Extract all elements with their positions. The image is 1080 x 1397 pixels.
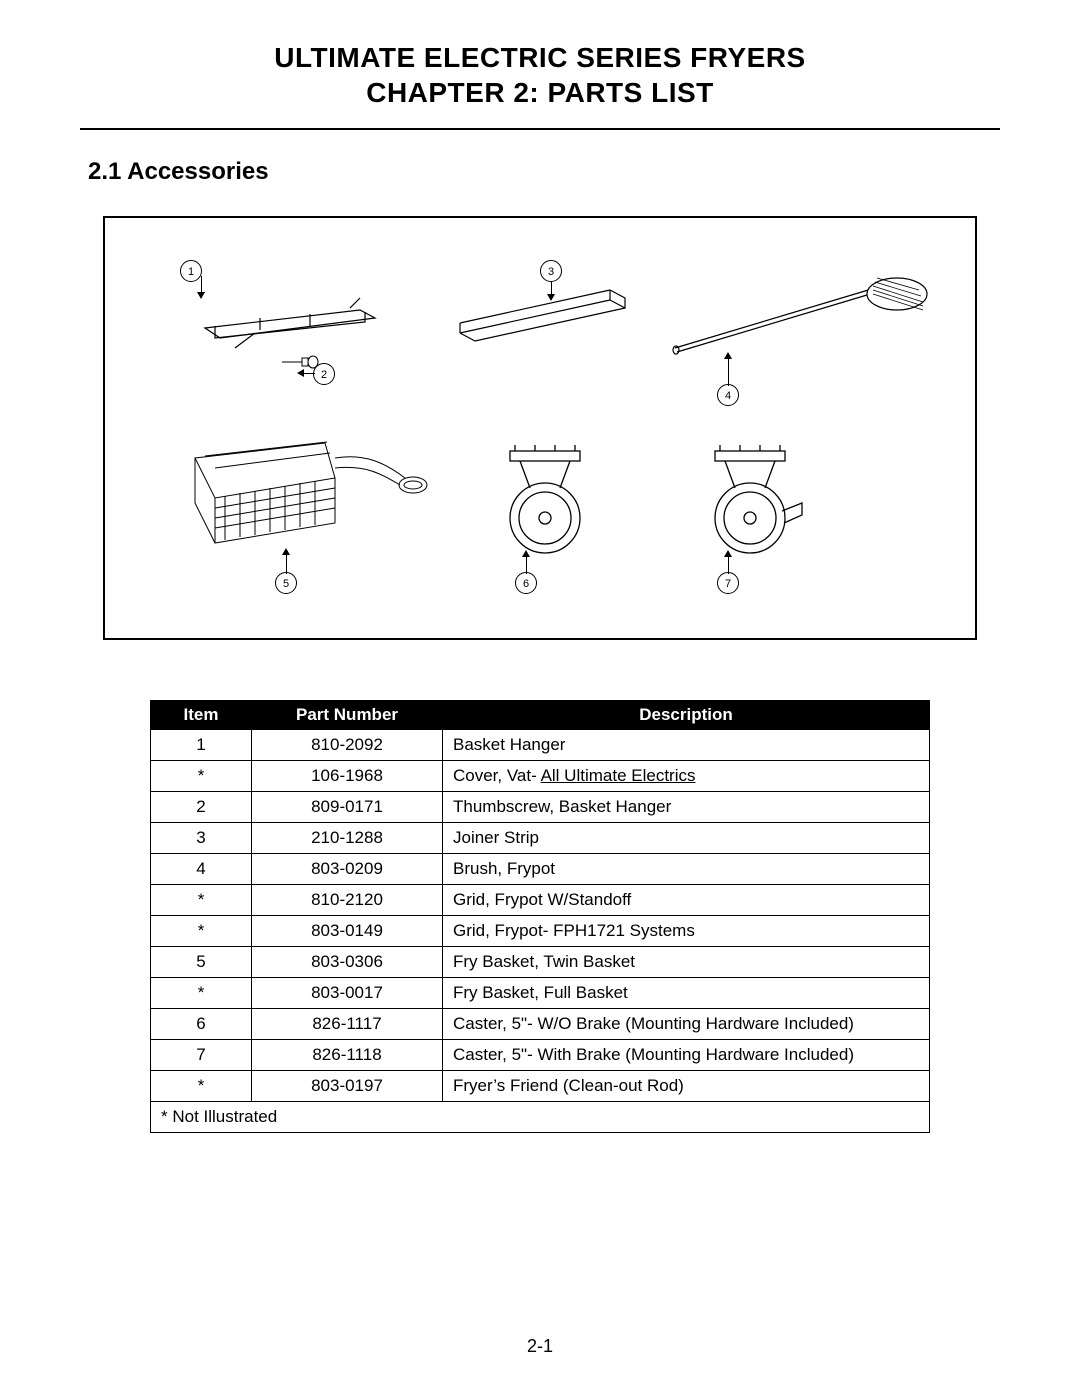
section-heading: 2.1 Accessories bbox=[88, 158, 1000, 186]
cell-partnum: 826-1117 bbox=[252, 1009, 443, 1040]
table-note: * Not Illustrated bbox=[151, 1102, 930, 1133]
cell-desc: Caster, 5"- W/O Brake (Mounting Hardware… bbox=[443, 1009, 930, 1040]
cell-desc: Cover, Vat- All Ultimate Electrics bbox=[443, 761, 930, 792]
arrowhead-4 bbox=[724, 352, 732, 359]
title-line-2: CHAPTER 2: PARTS LIST bbox=[80, 75, 1000, 110]
leader-2 bbox=[303, 373, 315, 374]
arrowhead-7 bbox=[724, 550, 732, 557]
cell-desc: Fryer’s Friend (Clean-out Rod) bbox=[443, 1071, 930, 1102]
table-row: 7 826-1118 Caster, 5"- With Brake (Mount… bbox=[151, 1040, 930, 1071]
cell-partnum: 803-0197 bbox=[252, 1071, 443, 1102]
cell-desc: Fry Basket, Full Basket bbox=[443, 978, 930, 1009]
leader-5 bbox=[286, 554, 287, 574]
arrowhead-3 bbox=[547, 294, 555, 301]
cell-partnum: 810-2120 bbox=[252, 885, 443, 916]
cell-desc: Thumbscrew, Basket Hanger bbox=[443, 792, 930, 823]
cell-desc: Grid, Frypot W/Standoff bbox=[443, 885, 930, 916]
leader-7 bbox=[728, 556, 729, 574]
cell-partnum: 809-0171 bbox=[252, 792, 443, 823]
cell-item: 5 bbox=[151, 947, 252, 978]
cell-desc: Grid, Frypot- FPH1721 Systems bbox=[443, 916, 930, 947]
cell-partnum: 826-1118 bbox=[252, 1040, 443, 1071]
col-part-number: Part Number bbox=[252, 701, 443, 730]
cell-partnum: 106-1968 bbox=[252, 761, 443, 792]
cell-partnum: 210-1288 bbox=[252, 823, 443, 854]
cell-item: 7 bbox=[151, 1040, 252, 1071]
table-row: 6 826-1117 Caster, 5"- W/O Brake (Mounti… bbox=[151, 1009, 930, 1040]
cell-desc: Brush, Frypot bbox=[443, 854, 930, 885]
cell-partnum: 803-0306 bbox=[252, 947, 443, 978]
table-row: * 803-0197 Fryer’s Friend (Clean-out Rod… bbox=[151, 1071, 930, 1102]
callout-3: 3 bbox=[540, 260, 562, 282]
table-row: 3 210-1288 Joiner Strip bbox=[151, 823, 930, 854]
callout-4: 4 bbox=[717, 384, 739, 406]
table-row: 2 809-0171 Thumbscrew, Basket Hanger bbox=[151, 792, 930, 823]
joiner-strip-icon bbox=[450, 278, 640, 348]
cell-item: 1 bbox=[151, 730, 252, 761]
arrowhead-2 bbox=[297, 369, 304, 377]
frypot-brush-icon bbox=[665, 268, 945, 378]
cell-desc: Fry Basket, Twin Basket bbox=[443, 947, 930, 978]
cell-partnum: 803-0017 bbox=[252, 978, 443, 1009]
parts-diagram: 1 2 3 bbox=[103, 216, 977, 640]
cell-item: * bbox=[151, 978, 252, 1009]
page: ULTIMATE ELECTRIC SERIES FRYERS CHAPTER … bbox=[0, 0, 1080, 1397]
cell-partnum: 803-0149 bbox=[252, 916, 443, 947]
cell-partnum: 803-0209 bbox=[252, 854, 443, 885]
table-row: 5 803-0306 Fry Basket, Twin Basket bbox=[151, 947, 930, 978]
cell-item: * bbox=[151, 885, 252, 916]
cell-item: * bbox=[151, 916, 252, 947]
callout-6: 6 bbox=[515, 572, 537, 594]
cell-partnum: 810-2092 bbox=[252, 730, 443, 761]
arrowhead-1 bbox=[197, 292, 205, 299]
table-note-row: * Not Illustrated bbox=[151, 1102, 930, 1133]
caster-with-brake-icon bbox=[690, 443, 810, 563]
table-row: * 810-2120 Grid, Frypot W/Standoff bbox=[151, 885, 930, 916]
leader-4 bbox=[728, 358, 729, 386]
cell-item: * bbox=[151, 761, 252, 792]
table-header-row: Item Part Number Description bbox=[151, 701, 930, 730]
arrowhead-6 bbox=[522, 550, 530, 557]
cell-desc: Caster, 5"- With Brake (Mounting Hardwar… bbox=[443, 1040, 930, 1071]
cell-item: 2 bbox=[151, 792, 252, 823]
cell-item: 4 bbox=[151, 854, 252, 885]
col-description: Description bbox=[443, 701, 930, 730]
table-row: 1 810-2092 Basket Hanger bbox=[151, 730, 930, 761]
desc-underlined: All Ultimate Electrics bbox=[541, 766, 696, 785]
cell-item: * bbox=[151, 1071, 252, 1102]
cell-item: 3 bbox=[151, 823, 252, 854]
title-line-1: ULTIMATE ELECTRIC SERIES FRYERS bbox=[80, 40, 1000, 75]
arrowhead-5 bbox=[282, 548, 290, 555]
page-title-block: ULTIMATE ELECTRIC SERIES FRYERS CHAPTER … bbox=[80, 40, 1000, 110]
callout-2: 2 bbox=[313, 363, 335, 385]
cell-desc: Joiner Strip bbox=[443, 823, 930, 854]
table-row: 4 803-0209 Brush, Frypot bbox=[151, 854, 930, 885]
table-body: 1 810-2092 Basket Hanger * 106-1968 Cove… bbox=[151, 730, 930, 1133]
title-rule bbox=[80, 128, 1000, 130]
table-row: * 106-1968 Cover, Vat- All Ultimate Elec… bbox=[151, 761, 930, 792]
basket-hanger-icon bbox=[200, 288, 380, 358]
callout-1: 1 bbox=[180, 260, 202, 282]
table-row: * 803-0149 Grid, Frypot- FPH1721 Systems bbox=[151, 916, 930, 947]
caster-no-brake-icon bbox=[490, 443, 600, 563]
desc-prefix: Cover, Vat- bbox=[453, 766, 541, 785]
col-item: Item bbox=[151, 701, 252, 730]
leader-6 bbox=[526, 556, 527, 574]
callout-7: 7 bbox=[717, 572, 739, 594]
cell-item: 6 bbox=[151, 1009, 252, 1040]
cell-desc: Basket Hanger bbox=[443, 730, 930, 761]
callout-5: 5 bbox=[275, 572, 297, 594]
parts-table: Item Part Number Description 1 810-2092 … bbox=[150, 700, 930, 1133]
page-number: 2-1 bbox=[0, 1336, 1080, 1357]
fry-basket-icon bbox=[175, 423, 435, 563]
table-row: * 803-0017 Fry Basket, Full Basket bbox=[151, 978, 930, 1009]
